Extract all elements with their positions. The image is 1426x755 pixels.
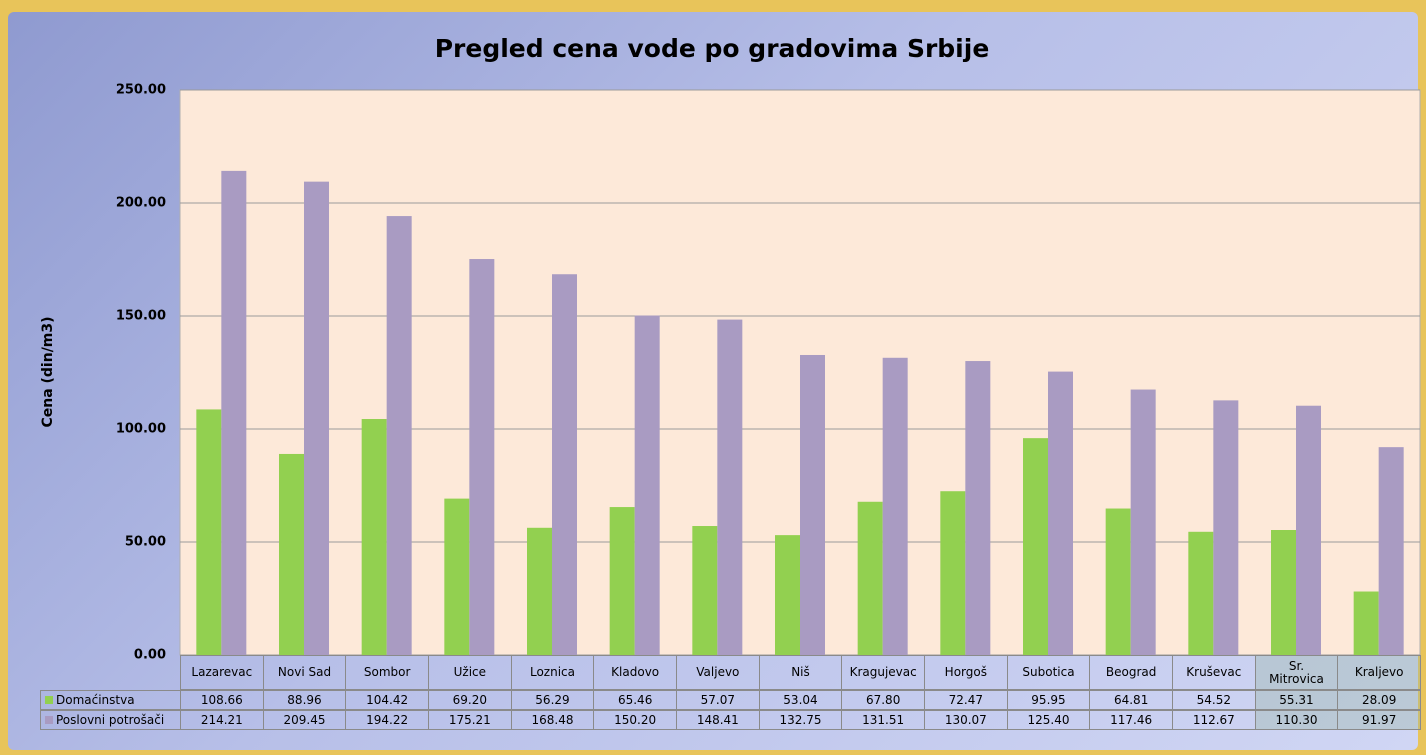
data-table-value: 194.22 xyxy=(345,710,429,730)
bar xyxy=(634,315,660,655)
x-tick-label: Užice xyxy=(428,655,512,690)
data-table-value: 110.30 xyxy=(1254,710,1339,730)
x-tick-label: Beograd xyxy=(1089,655,1173,690)
data-table-value: 95.95 xyxy=(1006,690,1091,710)
bar xyxy=(196,409,222,655)
bar xyxy=(1130,389,1156,655)
data-table-value: 91.97 xyxy=(1337,710,1421,730)
bar xyxy=(1271,529,1296,655)
x-tick-label: Lazarevac xyxy=(180,655,264,690)
data-table-value: 148.41 xyxy=(676,710,760,730)
y-tick-label: 100.00 xyxy=(116,422,166,437)
data-table-value: 209.45 xyxy=(262,710,347,730)
bar xyxy=(609,507,635,655)
x-tick-label: Sr. Mitrovica xyxy=(1254,655,1339,690)
x-tick-label: Kragujevac xyxy=(841,655,925,690)
data-table-value: 168.48 xyxy=(510,710,595,730)
data-table-value: 214.21 xyxy=(180,710,264,730)
y-tick-label: 200.00 xyxy=(116,196,166,211)
data-table-value: 56.29 xyxy=(510,690,595,710)
legend-label: Poslovni potrošači xyxy=(56,712,165,727)
data-table-value: 54.52 xyxy=(1172,690,1256,710)
bar xyxy=(1378,447,1404,655)
x-tick-label: Kruševac xyxy=(1172,655,1256,690)
bar xyxy=(361,419,387,655)
data-table-value: 125.40 xyxy=(1006,710,1091,730)
legend-key xyxy=(45,696,53,704)
data-table-value: 132.75 xyxy=(758,710,843,730)
bar xyxy=(1188,531,1214,655)
bar xyxy=(221,170,247,655)
bar xyxy=(882,357,908,655)
bar xyxy=(965,361,991,655)
data-table-value: 130.07 xyxy=(924,710,1008,730)
data-table-value: 131.51 xyxy=(841,710,925,730)
data-table-value: 53.04 xyxy=(758,690,843,710)
bar xyxy=(1048,371,1073,655)
data-table-value: 112.67 xyxy=(1172,710,1256,730)
bar xyxy=(386,216,412,655)
data-table-value: 64.81 xyxy=(1089,690,1173,710)
data-table-value: 175.21 xyxy=(428,710,512,730)
y-tick-label: 150.00 xyxy=(116,309,166,324)
legend-key xyxy=(45,716,53,724)
x-tick-label: Loznica xyxy=(510,655,595,690)
x-tick-label: Horgoš xyxy=(924,655,1008,690)
bar xyxy=(444,498,470,655)
bar xyxy=(1353,591,1379,655)
data-table-value: 28.09 xyxy=(1337,690,1421,710)
y-tick-label: 50.00 xyxy=(125,535,166,550)
bar xyxy=(1023,438,1048,655)
data-table-value: 88.96 xyxy=(262,690,347,710)
y-tick-label: 0.00 xyxy=(134,648,166,663)
x-tick-label: Novi Sad xyxy=(262,655,347,690)
y-axis-label: Cena (din/m3) xyxy=(40,316,56,427)
legend-entry: Poslovni potrošači xyxy=(40,710,181,730)
bar xyxy=(1296,405,1321,655)
bar xyxy=(692,526,718,655)
data-table-value: 108.66 xyxy=(180,690,264,710)
y-tick-label: 250.00 xyxy=(116,83,166,98)
x-tick-label: Valjevo xyxy=(676,655,760,690)
data-table-value: 57.07 xyxy=(676,690,760,710)
x-tick-label: Kladovo xyxy=(593,655,677,690)
legend-label: Domaćinstva xyxy=(56,692,135,707)
bar xyxy=(1213,400,1239,655)
x-tick-label: Sombor xyxy=(345,655,429,690)
data-table-value: 72.47 xyxy=(924,690,1008,710)
x-tick-label: Niš xyxy=(758,655,843,690)
bar xyxy=(527,527,552,655)
chart-title: Pregled cena vode po gradovima Srbije xyxy=(435,34,990,63)
x-tick-label: Subotica xyxy=(1006,655,1091,690)
legend-entry: Domaćinstva xyxy=(40,690,181,710)
bar xyxy=(279,453,304,655)
data-table-value: 67.80 xyxy=(841,690,925,710)
data-table-value: 117.46 xyxy=(1089,710,1173,730)
data-table-value: 150.20 xyxy=(593,710,677,730)
bar xyxy=(775,535,800,655)
bar xyxy=(469,259,495,655)
bar xyxy=(304,181,329,655)
bar xyxy=(940,491,966,655)
data-table-value: 65.46 xyxy=(593,690,677,710)
data-table-value: 104.42 xyxy=(345,690,429,710)
x-tick-label: Kraljevo xyxy=(1337,655,1421,690)
bar xyxy=(800,354,825,655)
bar xyxy=(1105,508,1131,655)
bar xyxy=(552,274,577,655)
data-table-value: 69.20 xyxy=(428,690,512,710)
bar xyxy=(857,501,883,655)
bar xyxy=(717,319,743,655)
data-table-value: 55.31 xyxy=(1254,690,1339,710)
